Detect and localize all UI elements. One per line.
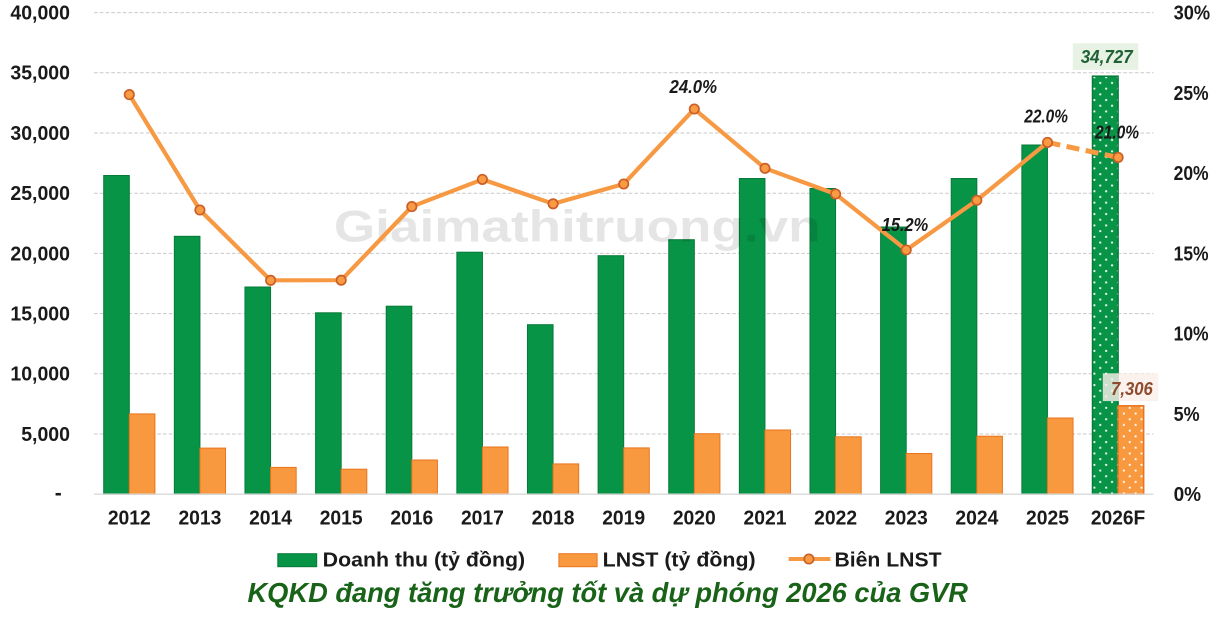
svg-text:21.0%: 21.0%: [1094, 123, 1139, 143]
svg-text:25,000: 25,000: [10, 182, 70, 205]
svg-text:22.0%: 22.0%: [1023, 106, 1068, 126]
svg-text:2022: 2022: [814, 507, 857, 530]
svg-text:KQKD đang tăng trưởng tốt và d: KQKD đang tăng trưởng tốt và dự phóng 20…: [248, 576, 969, 608]
svg-text:2015: 2015: [320, 507, 363, 530]
svg-text:-: -: [55, 482, 62, 505]
svg-text:15.2%: 15.2%: [882, 215, 929, 235]
svg-text:30,000: 30,000: [10, 122, 70, 145]
svg-text:15,000: 15,000: [10, 303, 70, 326]
svg-text:20,000: 20,000: [10, 242, 70, 265]
svg-text:25%: 25%: [1174, 82, 1209, 105]
svg-text:2012: 2012: [108, 507, 151, 530]
svg-text:2020: 2020: [673, 507, 716, 530]
svg-text:Biên LNST: Biên LNST: [835, 548, 942, 571]
svg-text:15%: 15%: [1174, 242, 1209, 265]
svg-text:2018: 2018: [532, 507, 575, 530]
svg-text:30%: 30%: [1174, 2, 1211, 25]
svg-text:2025: 2025: [1026, 507, 1069, 530]
svg-text:10,000: 10,000: [10, 363, 70, 386]
svg-text:2026F: 2026F: [1091, 507, 1145, 530]
svg-text:5%: 5%: [1174, 403, 1200, 426]
svg-text:2017: 2017: [461, 507, 504, 530]
svg-text:7,306: 7,306: [1111, 379, 1154, 399]
svg-text:24.0%: 24.0%: [669, 77, 717, 97]
svg-text:LNST (tỷ đồng): LNST (tỷ đồng): [603, 548, 756, 571]
svg-text:2023: 2023: [885, 507, 928, 530]
svg-text:35,000: 35,000: [10, 62, 70, 85]
svg-text:20%: 20%: [1174, 162, 1209, 185]
svg-text:Doanh thu (tỷ đồng): Doanh thu (tỷ đồng): [323, 548, 525, 571]
svg-text:2021: 2021: [743, 507, 786, 530]
svg-text:10%: 10%: [1174, 323, 1209, 346]
svg-text:40,000: 40,000: [10, 2, 70, 25]
svg-text:34,727: 34,727: [1081, 47, 1134, 67]
svg-text:0%: 0%: [1174, 483, 1202, 506]
svg-text:2013: 2013: [178, 507, 221, 530]
svg-text:2019: 2019: [602, 507, 645, 530]
svg-text:2024: 2024: [955, 507, 998, 530]
svg-text:2016: 2016: [390, 507, 433, 530]
svg-text:5,000: 5,000: [21, 423, 70, 446]
svg-text:2014: 2014: [249, 507, 292, 530]
